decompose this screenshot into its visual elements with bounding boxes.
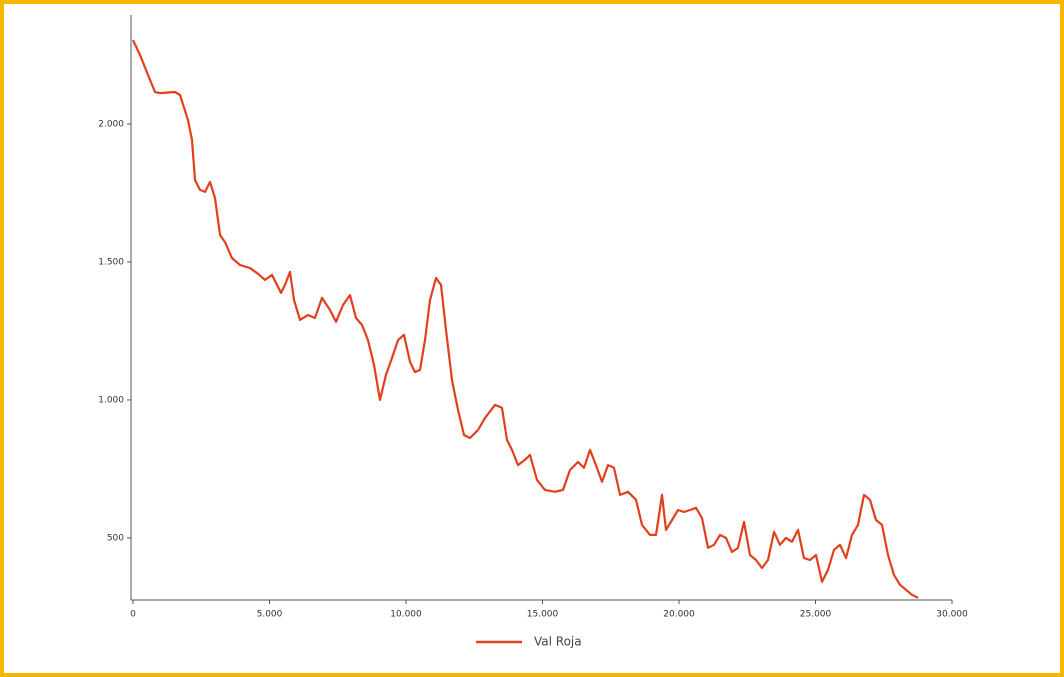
- x-tick-label: 30.000: [936, 610, 968, 620]
- y-tick-label: 1.500: [98, 257, 124, 267]
- y-tick-label: 2.000: [98, 119, 124, 129]
- x-tick-label: 20.000: [663, 610, 695, 620]
- data-line: [132, 39, 919, 599]
- chart: 500 1.000 1.500 2.000 0 5.000 10.000 15.000 20.0…: [98, 15, 968, 649]
- x-tick-label: 15.000: [527, 610, 559, 620]
- x-tick-label: 5.000: [257, 610, 283, 620]
- legend-label: Val Roja: [534, 635, 582, 649]
- y-tick-label: 500: [107, 533, 124, 543]
- y-tick-label: 1.000: [98, 395, 124, 405]
- x-tick-label: 0: [130, 610, 136, 620]
- x-tick-label: 10.000: [390, 610, 422, 620]
- x-tick-label: 25.000: [800, 610, 832, 620]
